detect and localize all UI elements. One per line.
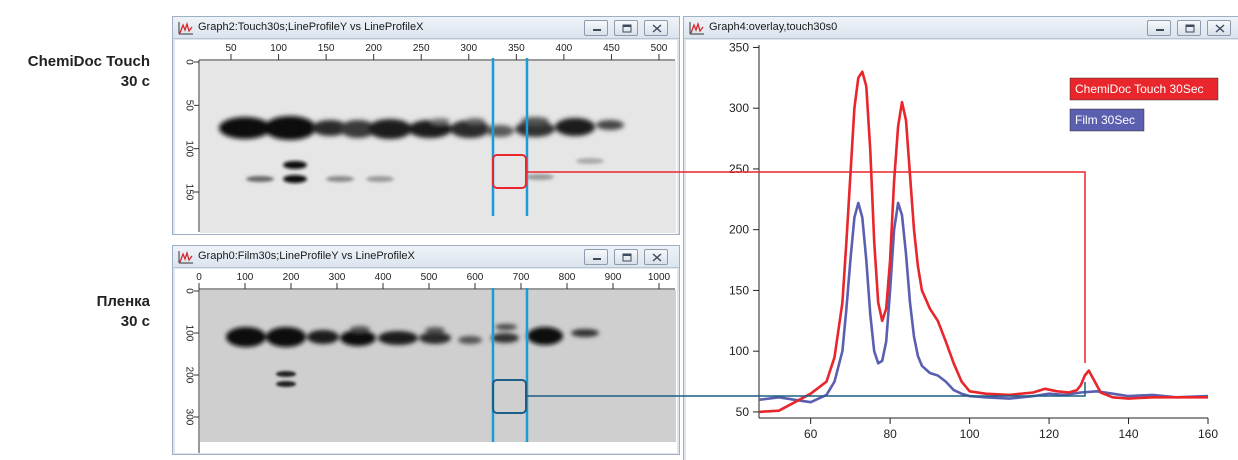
- y-tick-label: 100: [183, 325, 194, 342]
- x-tick-label: 1000: [648, 272, 671, 283]
- x-tick-label: 500: [421, 272, 438, 283]
- graph-app-icon: [178, 250, 193, 264]
- x-tick-label: 400: [375, 272, 392, 283]
- touch-window-title: Graph2:Touch30s;LineProfileY vs LineProf…: [198, 21, 424, 33]
- x-tick-label: 200: [283, 272, 300, 283]
- x-tick-label: 300: [460, 43, 477, 54]
- film-x-axis: 0 100 200 300 400 500 600 700 800 900 1000: [196, 272, 675, 290]
- minimize-button[interactable]: [584, 20, 608, 36]
- overlay-graph-window[interactable]: Graph4:overlay,touch30s0: [683, 16, 1238, 460]
- maximize-icon: [622, 24, 632, 33]
- x-tick-label: 0: [196, 272, 202, 283]
- touch-window-titlebar[interactable]: Graph2:Touch30s;LineProfileY vs LineProf…: [173, 17, 679, 39]
- x-tick-label: 700: [513, 272, 530, 283]
- minimize-icon: [593, 29, 601, 31]
- touch-label-line2: 30 c: [120, 73, 150, 90]
- x-tick-label: 900: [605, 272, 622, 283]
- x-tick-label: 450: [603, 43, 620, 54]
- overlay-plot-area: [686, 40, 1238, 460]
- film-graph-window[interactable]: Graph0:Film30s;LineProfileY vs LineProfi…: [172, 245, 680, 460]
- maximize-button[interactable]: [614, 20, 638, 36]
- x-tick-label: 800: [559, 272, 576, 283]
- close-icon: [652, 253, 662, 262]
- x-tick-label: 500: [651, 43, 668, 54]
- close-button[interactable]: [1207, 20, 1231, 36]
- x-tick-label: 300: [329, 272, 346, 283]
- x-tick-label: 150: [318, 43, 335, 54]
- y-tick-label: 0: [183, 59, 194, 65]
- minimize-icon: [1156, 29, 1164, 31]
- y-tick-label: 300: [183, 409, 194, 426]
- x-tick-label: 250: [413, 43, 430, 54]
- graph-app-icon: [689, 21, 704, 35]
- film-label-line2: 30 c: [120, 313, 150, 330]
- x-tick-label: 350: [508, 43, 525, 54]
- touch-blot-background: [200, 61, 676, 233]
- close-button[interactable]: [644, 249, 668, 265]
- film-window-title: Graph0:Film30s;LineProfileY vs LineProfi…: [198, 250, 415, 262]
- film-blot-background: [200, 290, 676, 442]
- touch-x-axis: 50 100 150 200 250 300 350 400 450 500: [199, 43, 675, 61]
- close-icon: [652, 24, 662, 33]
- y-tick-label: 150: [183, 184, 194, 201]
- x-tick-label: 400: [556, 43, 573, 54]
- maximize-button[interactable]: [614, 249, 638, 265]
- minimize-button[interactable]: [1147, 20, 1171, 36]
- film-label-line1: Пленка: [96, 293, 150, 310]
- minimize-icon: [593, 258, 601, 260]
- close-button[interactable]: [644, 20, 668, 36]
- x-tick-label: 100: [270, 43, 287, 54]
- film-y-axis: 0 100 200 300: [183, 288, 200, 460]
- touch-label-line1: ChemiDoc Touch: [27, 53, 150, 70]
- x-tick-label: 200: [365, 43, 382, 54]
- maximize-button[interactable]: [1177, 20, 1201, 36]
- x-tick-label: 100: [237, 272, 254, 283]
- touch-y-axis: 0 50 100 150: [183, 59, 200, 232]
- x-tick-label: 600: [467, 272, 484, 283]
- film-window-titlebar[interactable]: Graph0:Film30s;LineProfileY vs LineProfi…: [173, 246, 679, 268]
- overlay-window-title: Graph4:overlay,touch30s0: [709, 21, 838, 33]
- overlay-window-titlebar[interactable]: Graph4:overlay,touch30s0: [684, 17, 1238, 39]
- graph-app-icon: [178, 21, 193, 35]
- maximize-icon: [622, 253, 632, 262]
- film-row-label: Пленка 30 c: [97, 292, 150, 332]
- film-blot-image: [200, 290, 676, 442]
- y-tick-label: 0: [183, 288, 194, 294]
- minimize-button[interactable]: [584, 249, 608, 265]
- y-tick-label: 100: [183, 140, 194, 157]
- maximize-icon: [1185, 24, 1195, 33]
- touch-graph-window[interactable]: Graph2:Touch30s;LineProfileY vs LineProf…: [172, 16, 680, 235]
- touch-blot-image: [200, 61, 676, 233]
- x-tick-label: 50: [225, 43, 237, 54]
- touch-axes: 50 100 150 200 250 300 350 400 450 500 0 50 100 150: [183, 43, 675, 232]
- touch-row-label: ChemiDoc Touch 30 c: [28, 52, 150, 92]
- close-icon: [1215, 24, 1225, 33]
- y-tick-label: 200: [183, 367, 194, 384]
- y-tick-label: 50: [183, 100, 194, 112]
